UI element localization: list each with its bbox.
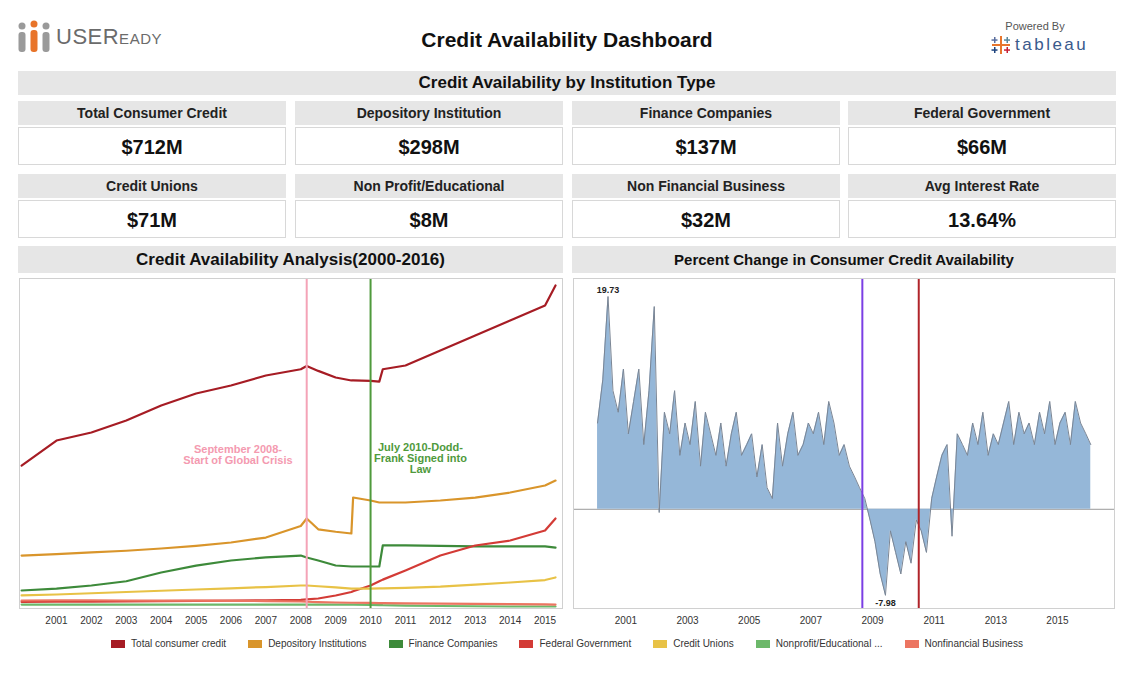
svg-text:2003: 2003 [676,615,699,626]
svg-text:2011: 2011 [395,615,417,626]
html-text:13.64%: 13.64% [948,209,1016,231]
svg-text:2002: 2002 [80,615,103,626]
svg-text:September 2008-Start of Global: September 2008-Start of Global Crisis [183,443,292,466]
svg-text:2005: 2005 [185,615,208,626]
html-text:Powered By: Powered By [1005,20,1065,32]
html-text:Credit Unions: Credit Unions [673,638,734,649]
svg-text:2007: 2007 [800,615,823,626]
svg-text:2013: 2013 [464,615,487,626]
html-text:Finance Companies: Finance Companies [408,638,498,649]
html-text:$71M: $71M [127,209,177,231]
html-text:Nonfinancial Business: Nonfinancial Business [924,638,1023,649]
svg-text:2010: 2010 [359,615,382,626]
svg-text:2011: 2011 [923,615,945,626]
svg-text:2013: 2013 [985,615,1008,626]
svg-text:-7.98: -7.98 [875,598,896,608]
html-text:Depository Institution: Depository Institution [356,105,502,121]
svg-text:2015: 2015 [534,615,557,626]
svg-text:2014: 2014 [499,615,522,626]
html-text:USEReady: USEReady [56,24,162,49]
html-text:$66M: $66M [957,136,1007,158]
svg-text:2009: 2009 [325,615,348,626]
html-text:Depository Institutions: Depository Institutions [268,638,367,649]
svg-text:2008: 2008 [290,615,313,626]
svg-text:2015: 2015 [1046,615,1069,626]
html-text:Total Consumer Credit: Total Consumer Credit [77,105,227,121]
svg-text:2001: 2001 [45,615,68,626]
html-text:Non Profit/Educational: Non Profit/Educational [353,178,505,194]
svg-text:2012: 2012 [429,615,452,626]
html-text:$32M: $32M [681,209,731,231]
svg-text:2007: 2007 [255,615,278,626]
svg-text:2001: 2001 [615,615,638,626]
html-text:Credit Unions: Credit Unions [106,178,198,194]
html-text:$8M: $8M [409,209,449,231]
html-text:Nonprofit/Educational ...: Nonprofit/Educational ... [775,638,883,649]
html-text:$137M: $137M [675,136,737,158]
svg-text:19.73: 19.73 [597,285,620,295]
svg-text:2004: 2004 [150,615,173,626]
html-text:Federal Government: Federal Government [539,638,632,649]
svg-text:2003: 2003 [115,615,138,626]
html-text:tableau: tableau [1015,35,1089,54]
html-text:Federal Government: Federal Government [913,105,1051,121]
svg-text:2009: 2009 [861,615,884,626]
html-text:$712M: $712M [121,136,183,158]
html-text:Credit Availability by Institu: Credit Availability by Institution Type [418,73,716,92]
html-text:$298M: $298M [398,136,460,158]
svg-text:2006: 2006 [220,615,243,626]
html-text:Avg Interest Rate: Avg Interest Rate [924,178,1040,194]
html-text:Total consumer credit: Total consumer credit [131,638,227,649]
svg-text:July 2010-Dodd-Frank Signed in: July 2010-Dodd-Frank Signed intoLaw [374,441,467,475]
html-text:Credit Availability Analysis(2: Credit Availability Analysis(2000-2016) [136,250,445,269]
svg-text:2005: 2005 [738,615,761,626]
html-text:Non Financial Business: Non Financial Business [627,178,785,194]
html-text:Percent Change in Consumer Cre: Percent Change in Consumer Credit Availa… [674,251,1014,268]
html-text:Finance Companies: Finance Companies [639,105,773,121]
html-text:Credit Availability Dashboard: Credit Availability Dashboard [421,28,713,51]
